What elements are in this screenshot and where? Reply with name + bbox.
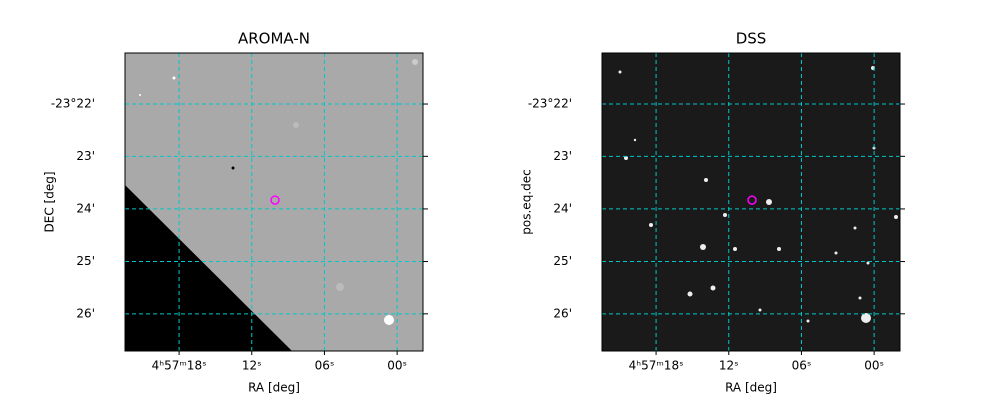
star [806, 319, 810, 323]
x-axis-label: RA [deg] [725, 381, 777, 395]
x-tick-label: 06ˢ [315, 359, 335, 373]
x-tick-label: 12ˢ [242, 359, 262, 373]
star [733, 247, 737, 251]
star [858, 296, 862, 300]
star [777, 247, 781, 251]
star [861, 313, 871, 323]
x-tick-label: 4ʰ57ᵐ18ˢ [629, 359, 684, 373]
star [139, 94, 141, 96]
star [633, 138, 637, 142]
y-tick-label: 23' [553, 149, 572, 163]
masked-region [125, 185, 292, 351]
y-tick-label: 24' [553, 201, 572, 215]
y-tick-label: 25' [553, 254, 572, 268]
x-tick-label: 00ˢ [864, 359, 884, 373]
y-tick-label: 23' [76, 149, 95, 163]
star [704, 178, 708, 182]
star [866, 261, 870, 265]
y-axis-label: pos.eq.dec [520, 169, 534, 234]
star [700, 244, 706, 250]
image-panel [602, 53, 900, 351]
star [384, 315, 394, 325]
star [723, 213, 727, 217]
chart-title: AROMA-N [238, 30, 310, 48]
y-tick-label: 24' [76, 201, 95, 215]
star [649, 223, 653, 227]
star [293, 122, 299, 128]
target-marker [747, 195, 757, 205]
star [687, 291, 693, 297]
star [766, 199, 772, 205]
y-tick-label: 25' [76, 254, 95, 268]
star [758, 308, 762, 312]
axes-frame [601, 52, 901, 352]
star [853, 226, 857, 230]
star [894, 215, 898, 219]
star [336, 283, 344, 291]
star [624, 156, 628, 160]
x-tick-label: 4ʰ57ᵐ18ˢ [152, 359, 207, 373]
chart-title: DSS [736, 30, 767, 48]
y-tick-label: 26' [553, 306, 572, 320]
y-axis-label: DEC [deg] [43, 172, 57, 233]
star [618, 70, 622, 74]
image-panel [125, 53, 423, 351]
target-marker [270, 195, 280, 205]
star [834, 251, 838, 255]
y-tick-label: 26' [76, 306, 95, 320]
star [231, 166, 235, 170]
x-tick-label: 06ˢ [792, 359, 812, 373]
y-tick-label: -23°22' [528, 97, 572, 111]
x-axis-label: RA [deg] [248, 381, 300, 395]
image-background [602, 53, 900, 351]
star [710, 285, 716, 291]
axes-frame [124, 52, 424, 352]
star [172, 76, 176, 80]
x-tick-label: 00ˢ [387, 359, 407, 373]
x-tick-label: 12ˢ [719, 359, 739, 373]
y-tick-label: -23°22' [51, 97, 95, 111]
star [412, 59, 418, 65]
